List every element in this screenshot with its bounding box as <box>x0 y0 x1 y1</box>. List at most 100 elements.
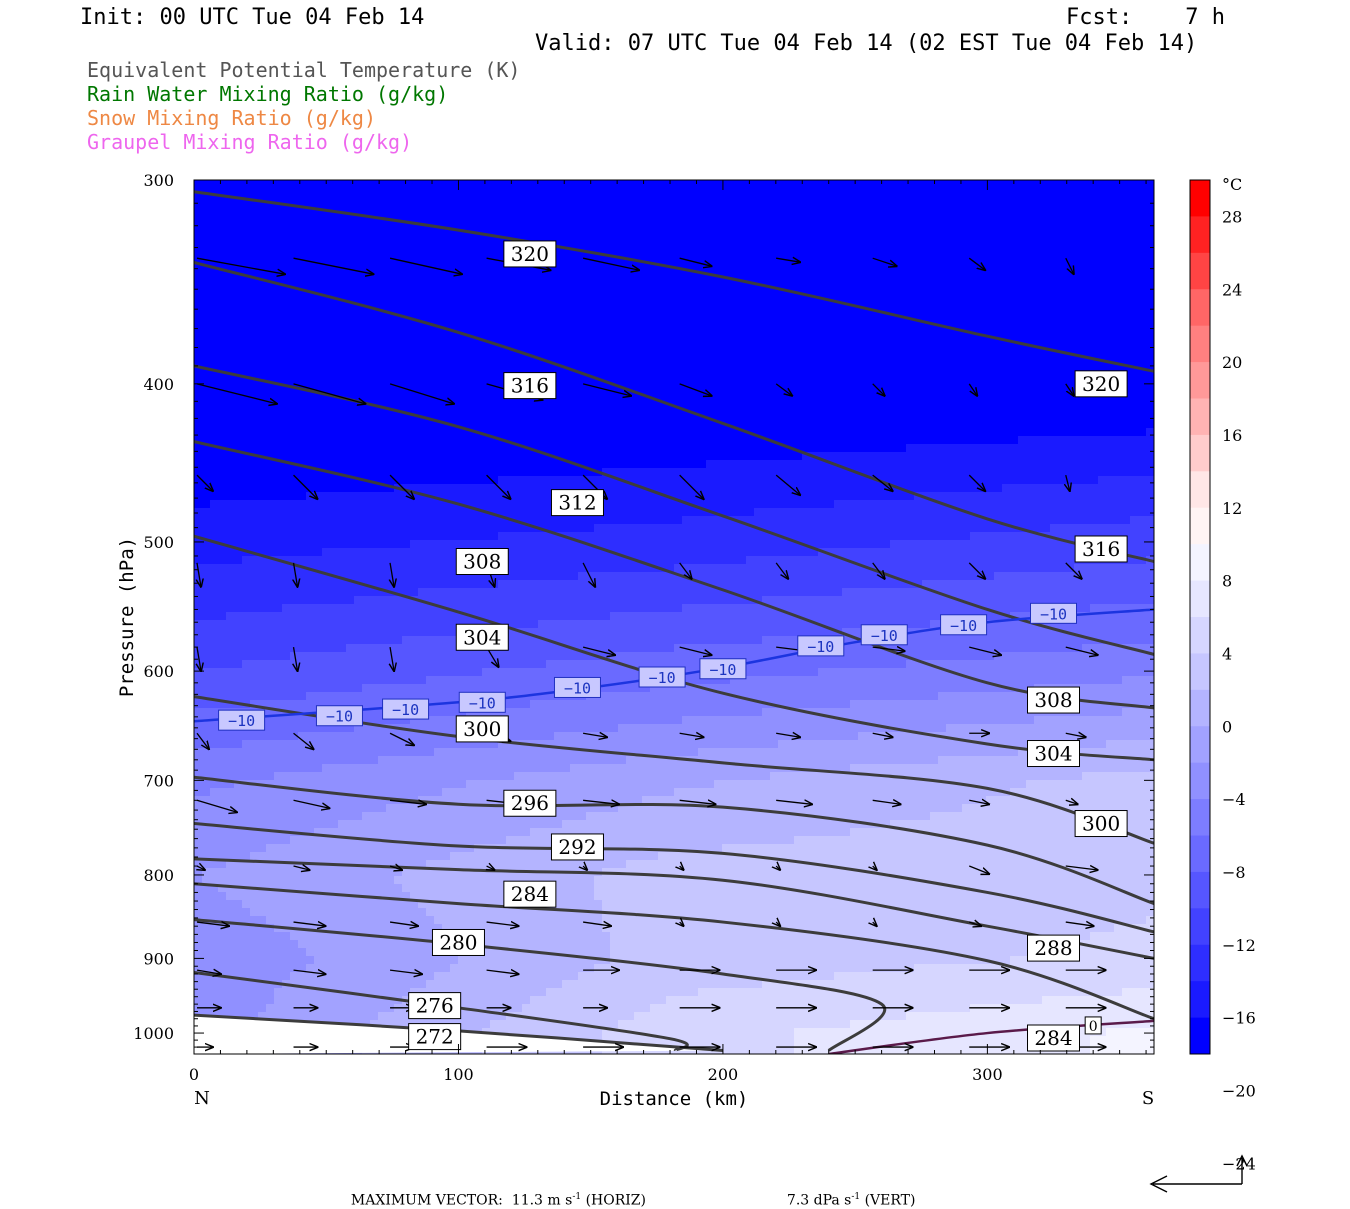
temperature-cell <box>1122 452 1131 461</box>
temperature-cell <box>618 484 627 493</box>
temperature-cell <box>426 276 435 285</box>
temperature-cell <box>378 316 387 325</box>
temperature-cell <box>322 284 331 293</box>
temperature-cell <box>634 444 643 453</box>
temperature-cell <box>690 300 699 309</box>
temperature-cell <box>946 316 955 325</box>
temperature-cell <box>394 348 403 357</box>
temperature-cell <box>1066 332 1075 341</box>
temperature-cell <box>322 452 331 461</box>
temperature-cell <box>258 188 267 197</box>
temperature-cell <box>962 308 971 317</box>
temperature-cell <box>826 196 835 205</box>
temperature-cell <box>810 228 819 237</box>
temperature-cell <box>498 364 507 373</box>
temperature-cell <box>506 404 515 413</box>
temperature-cell <box>882 460 891 469</box>
temperature-cell <box>826 396 835 405</box>
temperature-cell <box>626 508 635 517</box>
temperature-cell <box>242 428 251 437</box>
temperature-cell <box>842 340 851 349</box>
temperature-cell <box>1026 412 1035 421</box>
temperature-cell <box>642 212 651 221</box>
temperature-cell <box>466 412 475 421</box>
temperature-cell <box>922 180 931 189</box>
temperature-cell <box>930 284 939 293</box>
temperature-cell <box>658 180 667 189</box>
temperature-cell <box>202 412 211 421</box>
temperature-cell <box>354 404 363 413</box>
temperature-cell <box>746 396 755 405</box>
temperature-cell <box>290 404 299 413</box>
temperature-cell <box>1034 460 1043 469</box>
temperature-cell <box>218 428 227 437</box>
temperature-cell <box>314 220 323 229</box>
temperature-cell <box>866 484 875 493</box>
temperature-cell <box>1010 188 1019 197</box>
temperature-cell <box>274 420 283 429</box>
temperature-cell <box>370 484 379 493</box>
temperature-cell <box>914 372 923 381</box>
temperature-cell <box>402 284 411 293</box>
temperature-cell <box>938 372 947 381</box>
temperature-cell <box>458 276 467 285</box>
temperature-cell <box>426 244 435 253</box>
temperature-cell <box>1050 356 1059 365</box>
temperature-cell <box>330 492 339 501</box>
temperature-cell <box>1130 252 1139 261</box>
temperature-cell <box>690 452 699 461</box>
temperature-cell <box>234 244 243 253</box>
temperature-cell <box>1122 308 1131 317</box>
temperature-cell <box>826 452 835 461</box>
temperature-cell <box>930 332 939 341</box>
temperature-cell <box>666 212 675 221</box>
temperature-cell <box>530 340 539 349</box>
temperature-cell <box>442 476 451 485</box>
temperature-cell <box>426 500 435 509</box>
temperature-cell <box>458 212 467 221</box>
temperature-cell <box>250 484 259 493</box>
temperature-cell <box>370 428 379 437</box>
temperature-cell <box>546 348 555 357</box>
temperature-cell <box>274 436 283 445</box>
temperature-cell <box>810 316 819 325</box>
temperature-cell <box>226 276 235 285</box>
temperature-cell <box>450 260 459 269</box>
temperature-cell <box>594 364 603 373</box>
temperature-cell <box>290 428 299 437</box>
temperature-cell <box>514 196 523 205</box>
temperature-cell <box>354 228 363 237</box>
temperature-cell <box>826 188 835 197</box>
temperature-cell <box>298 396 307 405</box>
temperature-cell <box>810 244 819 253</box>
temperature-cell <box>698 284 707 293</box>
temperature-cell <box>474 500 483 509</box>
temperature-cell <box>786 308 795 317</box>
temperature-cell <box>538 404 547 413</box>
temperature-cell <box>354 276 363 285</box>
temperature-cell <box>522 204 531 213</box>
temperature-cell <box>1066 316 1075 325</box>
temperature-cell <box>458 292 467 301</box>
temperature-cell <box>474 388 483 397</box>
temperature-cell <box>282 292 291 301</box>
temperature-cell <box>634 500 643 509</box>
temperature-cell <box>850 180 859 189</box>
temperature-cell <box>1010 204 1019 213</box>
temperature-cell <box>698 460 707 469</box>
temperature-cell <box>706 180 715 189</box>
temperature-cell <box>1106 260 1115 269</box>
temperature-cell <box>578 340 587 349</box>
temperature-cell <box>378 292 387 301</box>
temperature-cell <box>570 204 579 213</box>
temperature-cell <box>546 332 555 341</box>
temperature-cell <box>1098 276 1107 285</box>
temperature-cell <box>746 508 755 517</box>
temperature-cell <box>386 180 395 189</box>
temperature-cell <box>226 212 235 221</box>
temperature-cell <box>722 380 731 389</box>
temperature-cell <box>650 388 659 397</box>
temperature-cell <box>610 228 619 237</box>
temperature-cell <box>274 412 283 421</box>
temperature-cell <box>1058 252 1067 261</box>
